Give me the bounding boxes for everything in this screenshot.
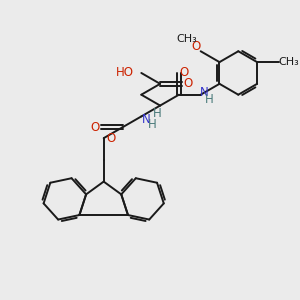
- Text: O: O: [90, 121, 100, 134]
- Text: H: H: [153, 107, 161, 120]
- Text: O: O: [191, 40, 200, 53]
- Text: CH₃: CH₃: [176, 34, 197, 44]
- Text: O: O: [179, 67, 188, 80]
- Text: HO: HO: [116, 67, 134, 80]
- Text: O: O: [183, 77, 192, 90]
- Text: H: H: [205, 93, 214, 106]
- Text: CH₃: CH₃: [278, 57, 299, 67]
- Text: O: O: [106, 132, 115, 145]
- Text: N: N: [200, 86, 209, 99]
- Text: H: H: [148, 118, 157, 131]
- Text: N: N: [142, 113, 151, 126]
